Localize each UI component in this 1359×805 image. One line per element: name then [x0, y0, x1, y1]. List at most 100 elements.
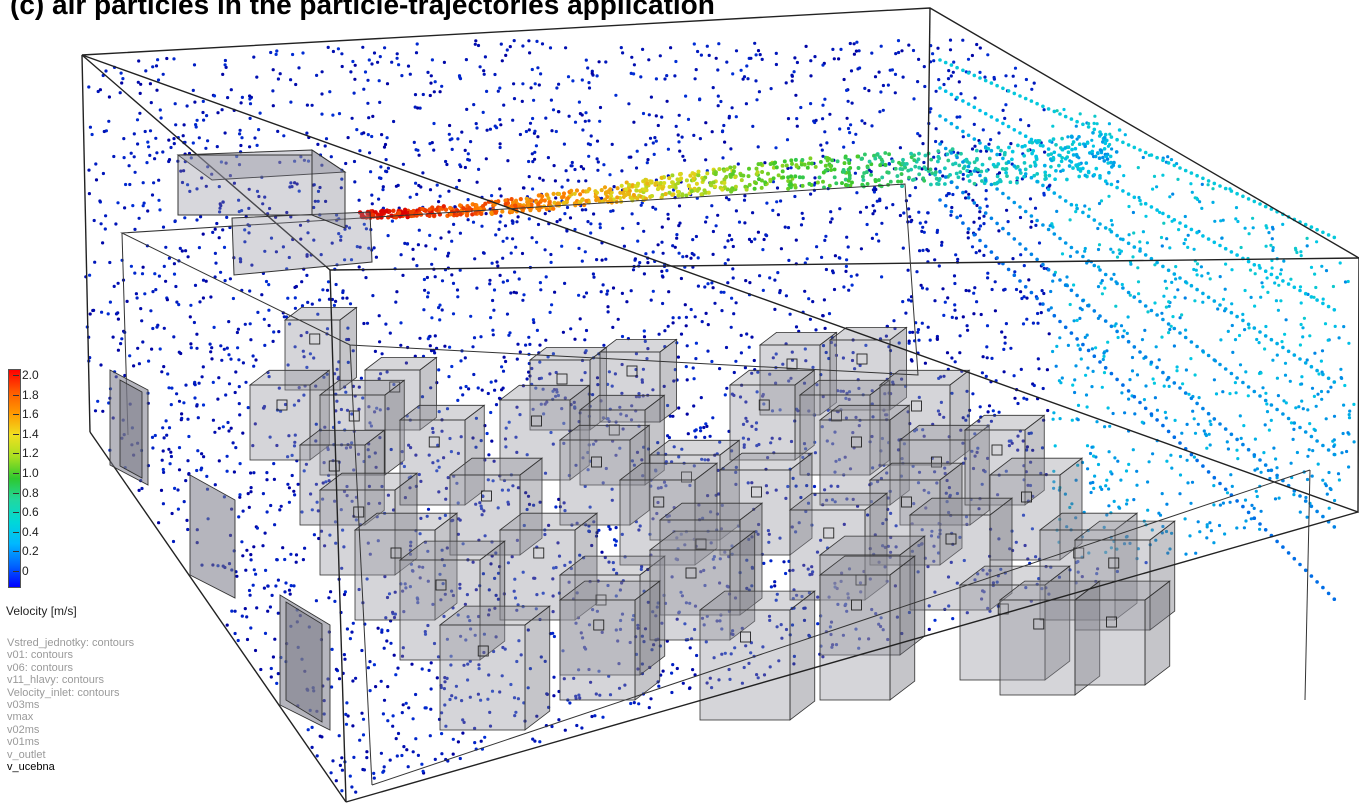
air-particle [784, 571, 788, 576]
air-particle [794, 325, 799, 329]
air-particle [1212, 378, 1216, 382]
air-particle [677, 316, 681, 320]
air-particle [580, 208, 585, 212]
jet-particle [967, 179, 972, 183]
air-particle [427, 668, 431, 673]
air-particle [1267, 231, 1271, 235]
air-particle [543, 212, 547, 216]
air-particle [201, 278, 206, 282]
air-particle [133, 271, 137, 275]
air-particle [161, 150, 165, 154]
air-particle [304, 462, 308, 466]
air-particle [961, 441, 965, 445]
jet-particle [1117, 128, 1122, 132]
air-particle [810, 565, 814, 569]
air-particle [342, 592, 347, 597]
air-particle [1253, 468, 1257, 472]
air-particle [1060, 252, 1065, 256]
air-particle [814, 328, 818, 332]
air-particle [974, 251, 978, 255]
air-particle [922, 160, 926, 165]
air-particle [655, 605, 659, 609]
air-particle [506, 159, 510, 163]
air-particle [172, 57, 176, 61]
air-particle [503, 647, 507, 651]
air-particle [229, 88, 233, 92]
air-particle [1092, 454, 1096, 458]
air-particle [710, 204, 714, 208]
air-particle [159, 116, 163, 120]
air-particle [352, 91, 356, 95]
air-particle [1192, 247, 1196, 251]
air-particle [854, 49, 859, 53]
air-particle [310, 745, 314, 750]
air-particle [354, 676, 358, 680]
air-particle [501, 369, 506, 373]
air-particle [744, 279, 748, 283]
air-particle [367, 484, 371, 488]
air-particle [739, 68, 743, 72]
air-particle [271, 68, 275, 72]
air-particle [586, 66, 590, 70]
air-particle [141, 204, 145, 208]
air-particle [1112, 272, 1116, 276]
air-particle [1220, 236, 1224, 240]
air-particle [702, 425, 706, 430]
air-particle [1047, 592, 1051, 596]
air-particle [451, 737, 455, 741]
air-particle [694, 357, 698, 361]
air-particle [443, 703, 447, 707]
air-particle [243, 322, 247, 326]
air-particle [267, 323, 271, 328]
air-particle [1090, 385, 1094, 389]
air-particle [415, 264, 419, 268]
air-particle [1037, 367, 1041, 371]
air-particle [196, 449, 200, 453]
air-particle [361, 733, 366, 737]
air-particle [155, 325, 159, 329]
air-particle [1101, 357, 1105, 362]
air-particle [1093, 114, 1097, 118]
air-particle [696, 49, 700, 54]
air-particle [917, 57, 921, 62]
jet-particle [759, 185, 764, 190]
air-particle [1159, 235, 1164, 240]
air-particle [449, 663, 453, 667]
air-particle [299, 237, 303, 241]
air-particle [273, 637, 277, 641]
air-particle [600, 196, 604, 200]
air-particle [610, 142, 614, 146]
air-particle [683, 543, 687, 547]
air-particle [829, 220, 833, 224]
air-particle [172, 272, 177, 276]
air-particle [463, 165, 467, 170]
air-particle [248, 102, 253, 106]
air-particle [609, 209, 613, 213]
jet-particle [1071, 166, 1075, 170]
air-particle [778, 437, 782, 441]
air-particle [346, 326, 350, 330]
air-particle [132, 364, 136, 368]
air-particle [403, 496, 407, 500]
air-particle [667, 436, 672, 440]
air-particle [498, 220, 502, 224]
air-particle [340, 566, 344, 570]
air-particle [366, 448, 370, 452]
air-particle [350, 785, 354, 789]
air-particle [1131, 448, 1135, 452]
air-particle [1336, 472, 1341, 476]
air-particle [950, 205, 954, 210]
air-particle [632, 701, 636, 705]
air-particle [906, 268, 910, 272]
air-particle [758, 53, 762, 57]
air-particle [373, 410, 377, 414]
air-particle [382, 765, 386, 769]
air-particle [705, 215, 709, 219]
air-particle [822, 298, 827, 302]
air-particle [749, 56, 753, 60]
air-particle [503, 224, 508, 228]
air-particle [337, 420, 341, 424]
air-particle [474, 445, 478, 449]
air-particle [1084, 373, 1088, 377]
